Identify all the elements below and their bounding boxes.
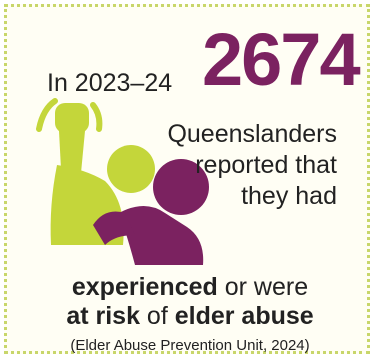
infographic-card: In 2023–24 2674 Queenslanders reported t…	[4, 4, 370, 354]
side-line-3: they had	[241, 182, 337, 210]
experienced-text: experienced	[71, 273, 218, 301]
elder-abuse-text: elder abuse	[174, 302, 314, 330]
at-risk-text: at risk	[66, 302, 140, 330]
side-caption: Queenslanders reported that they had	[167, 119, 337, 212]
year-lead-text: In 2023–24	[47, 69, 173, 97]
statistic-number: 2674	[202, 18, 361, 101]
or-were-text: or were	[217, 273, 309, 301]
of-text: of	[139, 302, 175, 330]
side-line-1: Queenslanders	[167, 120, 337, 148]
citation: (Elder Abuse Prevention Unit, 2024)	[70, 337, 310, 354]
abuse-illustration	[36, 98, 209, 265]
bottom-line-2: at risk of elder abuse	[7, 302, 373, 331]
side-line-2: reported that	[195, 151, 337, 179]
bottom-line-1: experienced or were	[7, 273, 373, 302]
cowering-figure-icon	[93, 159, 209, 265]
